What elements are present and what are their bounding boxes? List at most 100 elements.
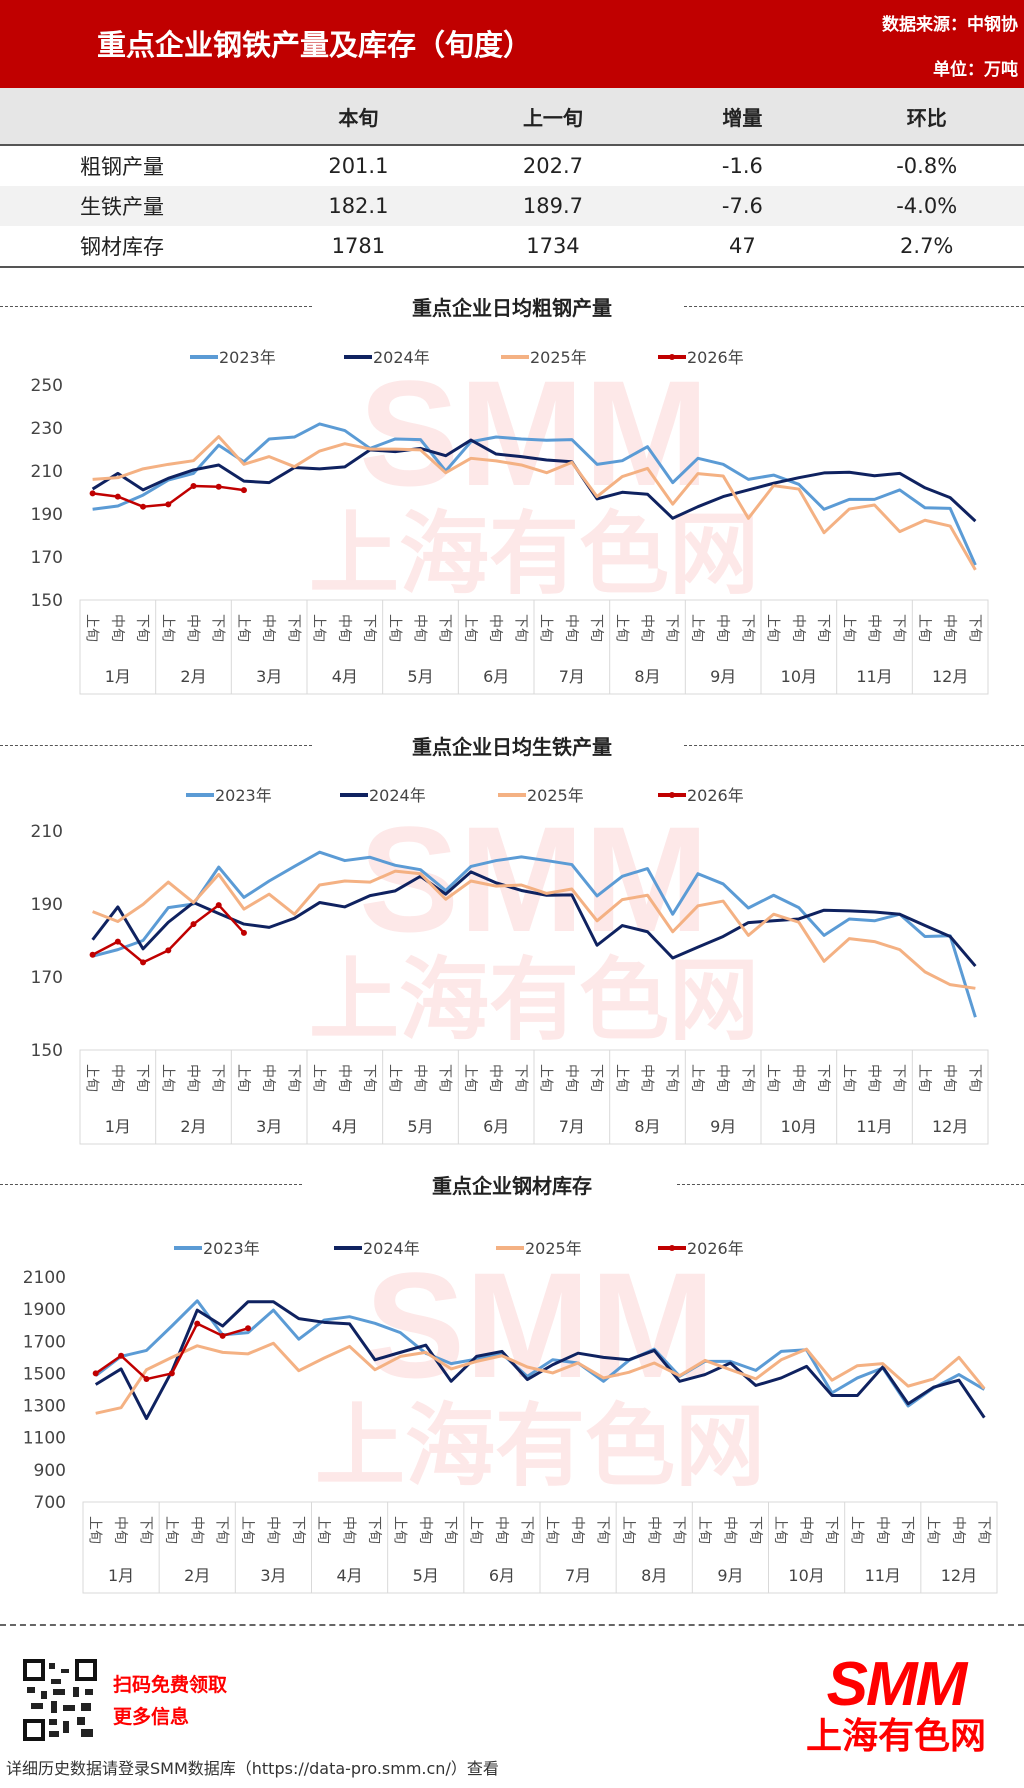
legend-label: 2023年 (219, 348, 276, 367)
series-line-2024年 (91, 438, 977, 523)
cell: 189.7 (450, 185, 656, 226)
period-label: 中旬 (109, 1064, 125, 1092)
month-label: 4月 (336, 1566, 362, 1585)
divider (0, 745, 312, 746)
data-point (215, 902, 222, 909)
period-label: 下旬 (512, 614, 528, 642)
month-label: 11月 (856, 1117, 892, 1136)
y-tick-label: 190 (31, 895, 63, 915)
legend-label: 2023年 (203, 1239, 260, 1258)
month-label: 4月 (332, 667, 358, 686)
y-tick-label: 210 (31, 822, 63, 842)
period-label: 下旬 (747, 1516, 763, 1544)
legend-label: 2024年 (363, 1239, 420, 1258)
data-point (240, 487, 247, 494)
month-label: 11月 (856, 667, 892, 686)
period-label: 中旬 (260, 1064, 276, 1092)
data-point (168, 1370, 175, 1377)
cell: 47 (655, 226, 830, 268)
month-label: 8月 (634, 1117, 660, 1136)
month-label: 2月 (180, 667, 206, 686)
data-point (118, 1352, 125, 1359)
data-point (194, 1320, 201, 1327)
period-label: 上旬 (916, 614, 932, 642)
smm-logo: SMM 上海有色网 (785, 1650, 1007, 1759)
period-label: 中旬 (714, 1064, 730, 1092)
period-label: 下旬 (966, 614, 982, 642)
period-label: 中旬 (866, 614, 882, 642)
period-label: 中旬 (645, 1516, 661, 1544)
period-label: 中旬 (639, 614, 655, 642)
y-tick-label: 170 (31, 548, 63, 568)
period-label: 下旬 (285, 1064, 301, 1092)
y-tick-label: 190 (31, 505, 63, 525)
col-header: 本旬 (266, 88, 451, 146)
y-tick-label: 230 (31, 419, 63, 439)
month-label: 5月 (413, 1566, 439, 1585)
period-label: 中旬 (417, 1516, 433, 1544)
period-label: 中旬 (260, 614, 276, 642)
data-point (140, 503, 147, 510)
data-point (240, 929, 247, 936)
header-banner: 重点企业钢铁产量及库存（旬度） 数据来源：中钢协 单位：万吨 (0, 0, 1024, 88)
period-label: 上旬 (916, 1064, 932, 1092)
series-line-2025年 (92, 435, 977, 571)
month-label: 7月 (559, 1117, 585, 1136)
period-label: 上旬 (315, 1516, 331, 1544)
month-label: 10月 (781, 667, 817, 686)
month-label: 8月 (634, 667, 660, 686)
period-label: 下旬 (664, 614, 680, 642)
data-point (89, 951, 96, 958)
month-label: 3月 (256, 1117, 282, 1136)
period-label: 中旬 (487, 614, 503, 642)
row-label: 生铁产量 (0, 185, 267, 226)
qr-code-icon[interactable] (23, 1659, 97, 1741)
series-line-2025年 (95, 1341, 986, 1415)
legend-label: 2025年 (530, 348, 587, 367)
month-label: 5月 (407, 667, 433, 686)
period-label: 中旬 (798, 1516, 814, 1544)
month-label: 11月 (865, 1566, 901, 1585)
month-label: 4月 (332, 1117, 358, 1136)
period-label: 上旬 (840, 614, 856, 642)
y-tick-label: 250 (31, 376, 63, 396)
month-label: 2月 (184, 1566, 210, 1585)
y-tick-label: 900 (34, 1461, 66, 1481)
chart-title: 重点企业日均粗钢产量 (412, 296, 612, 320)
legend-label: 2026年 (687, 348, 744, 367)
y-tick-label: 2100 (23, 1268, 66, 1288)
period-label: 下旬 (437, 1064, 453, 1092)
month-label: 7月 (559, 667, 585, 686)
period-label: 下旬 (518, 1516, 534, 1544)
period-label: 下旬 (214, 1516, 230, 1544)
y-tick-label: 1900 (23, 1300, 66, 1320)
period-label: 上旬 (386, 614, 402, 642)
legend-marker (669, 792, 675, 798)
legend-marker (669, 1245, 675, 1251)
page-title: 重点企业钢铁产量及库存（旬度） (97, 28, 533, 62)
period-label: 下旬 (899, 1516, 915, 1544)
series-line-2023年 (92, 850, 977, 1018)
month-label: 5月 (407, 1117, 433, 1136)
data-point (165, 947, 172, 954)
table-row: 钢材库存 1781 1734 47 2.7% (0, 226, 1024, 268)
summary-table: 本旬 上一旬 增量 环比 粗钢产量 201.1 202.7 -1.6 -0.8%… (0, 88, 1024, 268)
period-label: 上旬 (696, 1516, 712, 1544)
data-point (190, 483, 197, 490)
month-label: 1月 (105, 1117, 131, 1136)
period-label: 上旬 (84, 614, 100, 642)
data-point (245, 1325, 252, 1332)
legend-label: 2026年 (687, 1239, 744, 1258)
cell: 2.7% (829, 226, 1024, 268)
table-row: 粗钢产量 201.1 202.7 -1.6 -0.8% (0, 145, 1024, 186)
period-label: 中旬 (941, 1064, 957, 1092)
period-label: 下旬 (437, 614, 453, 642)
y-tick-label: 1300 (23, 1397, 66, 1417)
data-point (190, 921, 197, 928)
legend-label: 2024年 (373, 348, 430, 367)
month-label: 1月 (108, 1566, 134, 1585)
period-label: 下旬 (588, 614, 604, 642)
logo-text: SMM (826, 1650, 968, 1719)
series-line-2023年 (94, 1299, 986, 1408)
